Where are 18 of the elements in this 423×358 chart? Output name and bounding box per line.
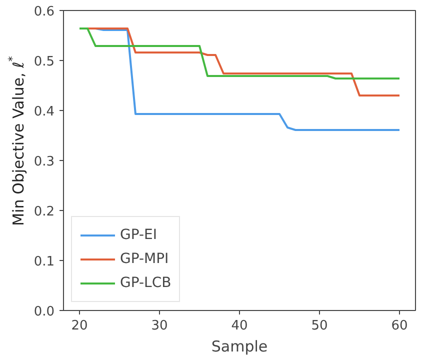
x-tick-label: 60 — [391, 318, 408, 334]
y-tick-label: 0.4 — [34, 104, 55, 120]
y-tick-label: 0.0 — [34, 304, 55, 320]
legend-label: GP-EI — [120, 227, 158, 243]
line-series — [78, 28, 400, 80]
x-tick-label: 30 — [151, 318, 168, 334]
x-axis-title: Sample — [211, 338, 268, 356]
y-axis-title: Min Objective Value, ℓ* — [6, 56, 28, 226]
y-tick-label: 0.2 — [34, 204, 55, 220]
x-tick-label: 20 — [71, 318, 88, 334]
legend-label: GP-LCB — [120, 275, 172, 291]
y-tick-label: 0.1 — [34, 254, 55, 270]
y-tick-label: 0.3 — [34, 154, 55, 170]
x-tick-label: 40 — [231, 318, 248, 334]
y-tick-label: 0.5 — [34, 54, 55, 70]
x-tick-label: 50 — [311, 318, 328, 334]
legend-label: GP-MPI — [120, 251, 169, 267]
y-tick-label: 0.6 — [34, 4, 55, 20]
